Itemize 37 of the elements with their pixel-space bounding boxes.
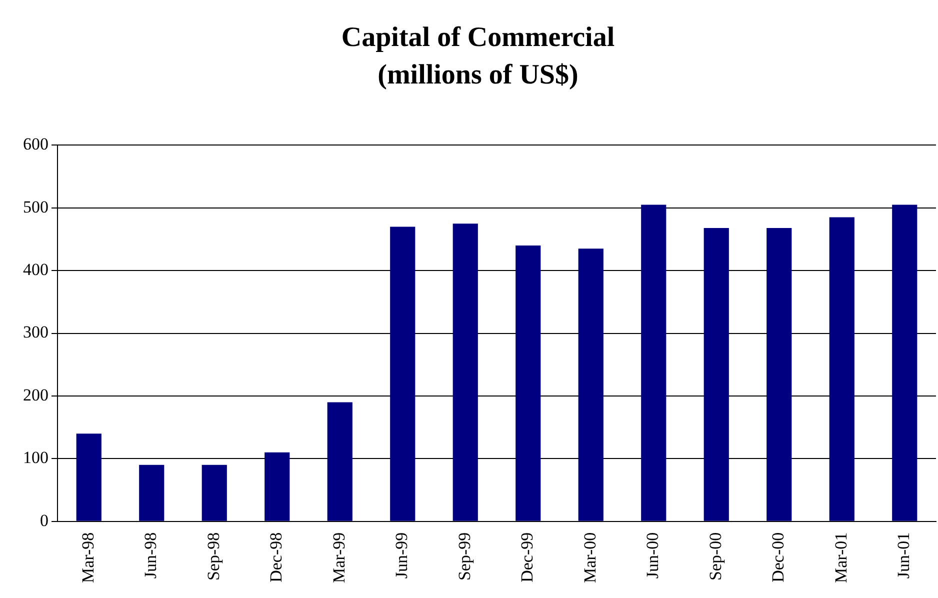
bar — [516, 246, 541, 521]
x-tick-label: Mar-01 — [831, 532, 850, 584]
x-tick-label: Jun-98 — [141, 532, 160, 579]
bar — [704, 228, 729, 521]
bar — [264, 452, 290, 521]
x-tick-label: Dec-00 — [768, 532, 788, 582]
bar — [892, 204, 918, 521]
x-tick-label: Mar-00 — [580, 532, 600, 584]
x-tick-label: Sep-98 — [204, 532, 223, 581]
bar — [766, 228, 792, 521]
bar — [327, 402, 352, 521]
bar — [829, 217, 854, 521]
bar — [452, 224, 478, 521]
chart-subtitle: (millions of US$) — [378, 60, 578, 91]
y-tick-label: 100 — [23, 448, 48, 468]
x-tick-label: Jun-00 — [643, 532, 662, 579]
x-tick-label: Jun-99 — [392, 532, 412, 579]
x-tick-label: Jun-01 — [894, 532, 914, 579]
x-tick-label: Dec-99 — [518, 532, 537, 582]
y-tick-label: 200 — [23, 385, 48, 404]
x-tick-label: Mar-99 — [329, 532, 348, 584]
x-tick-label: Dec-98 — [266, 532, 286, 582]
bar — [139, 464, 164, 521]
y-tick-label: 0 — [40, 510, 48, 530]
bar — [202, 464, 227, 521]
bar — [390, 226, 416, 521]
x-tick-label: Sep-99 — [454, 532, 474, 581]
bar — [578, 248, 604, 521]
y-tick-label: 300 — [23, 322, 48, 342]
chart-title: Capital of Commercial — [341, 22, 615, 54]
x-tick-label: Mar-98 — [78, 532, 98, 584]
bar — [641, 204, 666, 521]
x-tick-label: Sep-00 — [706, 532, 725, 581]
y-tick-label: 400 — [23, 260, 48, 280]
y-tick-label: 600 — [23, 134, 48, 154]
bar — [76, 434, 102, 521]
y-tick-label: 500 — [23, 197, 48, 216]
